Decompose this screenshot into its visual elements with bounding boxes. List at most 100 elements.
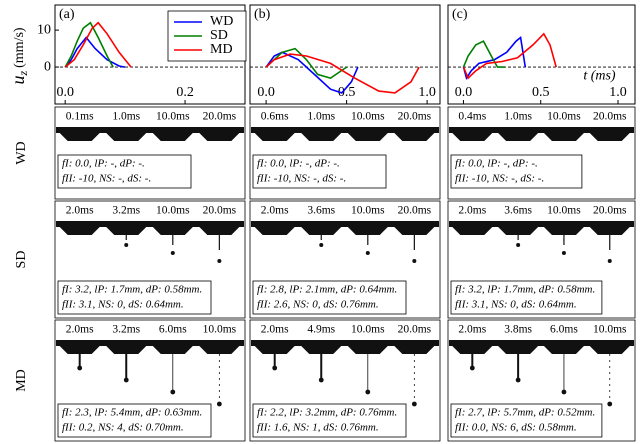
nozzle (199, 227, 240, 235)
time-label: 10.0ms (351, 111, 385, 123)
info-text: fI: 0.0, lP: -, dP: -. (257, 158, 340, 170)
info-text: fII: 2.6, NS: 0, dS: 0.76mm. (257, 299, 379, 311)
droplet (561, 389, 567, 395)
info-text: fII: -10, NS: -, dS: -. (257, 173, 346, 185)
y-axis-label: uz (mm/s) (8, 27, 30, 84)
nozzle (152, 227, 193, 235)
time-label: 20.0ms (203, 111, 237, 123)
nozzle (347, 346, 388, 354)
nozzle (347, 227, 388, 235)
time-label: 1.0ms (504, 111, 532, 123)
y-label-sub: z (16, 71, 30, 77)
nozzle (254, 133, 295, 141)
droplet (77, 365, 83, 371)
droplet (319, 243, 324, 247)
nozzle (543, 227, 584, 235)
info-box (450, 154, 583, 189)
droplet (365, 389, 371, 395)
time-label: 2.0ms (458, 324, 486, 336)
row-label: WD (14, 141, 29, 164)
droplet (515, 377, 521, 383)
time-label: 10.0ms (593, 324, 627, 336)
droplet (123, 377, 129, 383)
nozzle (106, 227, 147, 235)
nozzle (543, 346, 584, 354)
time-label: 3.2ms (112, 205, 140, 217)
info-box (450, 403, 603, 438)
droplet (411, 401, 417, 407)
legend-label: MD (210, 42, 233, 57)
data-line (64, 21, 114, 68)
info-text: fII: -10, NS: -, dS: -. (62, 173, 151, 185)
nozzle (59, 346, 100, 354)
nozzle (59, 227, 100, 235)
time-label: 10.0ms (203, 324, 237, 336)
time-label: 3.6ms (504, 205, 532, 217)
nozzle (254, 227, 295, 235)
droplet (272, 365, 278, 371)
y-tick-label: 0 (44, 59, 51, 74)
plot-frame (249, 4, 441, 105)
row-label: SD (14, 251, 29, 269)
data-line (265, 51, 359, 94)
nozzle (452, 133, 493, 141)
time-label: 3.8ms (504, 324, 532, 336)
info-box (252, 280, 407, 315)
nozzle-strip (449, 127, 634, 133)
nozzle (59, 133, 100, 141)
time-label: 10.0ms (156, 111, 190, 123)
info-text: fI: 0.0, lP: -, dP: -. (455, 158, 538, 170)
time-label: 1.0ms (112, 111, 140, 123)
nozzle (452, 227, 493, 235)
time-label: 10.0ms (351, 205, 385, 217)
info-text: fI: 2.3, lP: 5.4mm, dP: 0.63mm. (62, 407, 202, 419)
data-line (462, 40, 506, 68)
nozzle (106, 346, 147, 354)
data-line (64, 21, 132, 68)
nozzle (452, 346, 493, 354)
x-tick-label: 1.0 (418, 85, 436, 100)
plot-frame (447, 4, 636, 105)
time-label: 0.1ms (66, 111, 94, 123)
nozzle-strip (449, 221, 634, 227)
legend-label: SD (210, 28, 228, 43)
nozzle (152, 133, 193, 141)
info-text: fII: -10, NS: -, dS: -. (455, 173, 544, 185)
nozzle-strip (251, 221, 439, 227)
x-tick-label: 0.0 (56, 85, 74, 100)
nozzle (199, 346, 240, 354)
nozzle-strip (251, 340, 439, 346)
nozzle (543, 133, 584, 141)
panel-label: (c) (452, 7, 468, 22)
time-label: 3.6ms (307, 205, 335, 217)
info-text: fII: 3.1, NS: 0, dS: 0.64mm. (455, 299, 577, 311)
droplet (516, 243, 521, 247)
info-box (57, 403, 212, 438)
y-label-symbol: u (8, 76, 28, 85)
droplet (170, 389, 176, 395)
droplet (124, 243, 129, 247)
time-label: 3.2ms (112, 324, 140, 336)
info-text: fII: 0.0, NS: 6, dS: 0.58mm. (455, 422, 577, 434)
time-label: 20.0ms (593, 111, 627, 123)
time-label: 20.0ms (398, 324, 432, 336)
info-box (450, 280, 603, 315)
info-box (57, 280, 212, 315)
info-text: fI: 0.0, lP: -, dP: -. (62, 158, 145, 170)
droplet (607, 259, 612, 263)
nozzle-strip (449, 340, 634, 346)
x-axis-label: t (ms) (583, 68, 616, 83)
nozzle (152, 346, 193, 354)
info-box (252, 154, 387, 189)
nozzle-strip (56, 340, 244, 346)
data-line (64, 36, 126, 68)
nozzle (589, 346, 630, 354)
time-label: 10.0ms (351, 324, 385, 336)
info-box (252, 403, 407, 438)
panel-label: (a) (59, 7, 75, 22)
time-label: 10.0ms (547, 111, 581, 123)
nozzle (498, 346, 539, 354)
data-line (265, 53, 420, 94)
nozzle (301, 346, 342, 354)
x-tick-label: 0.5 (338, 85, 356, 100)
